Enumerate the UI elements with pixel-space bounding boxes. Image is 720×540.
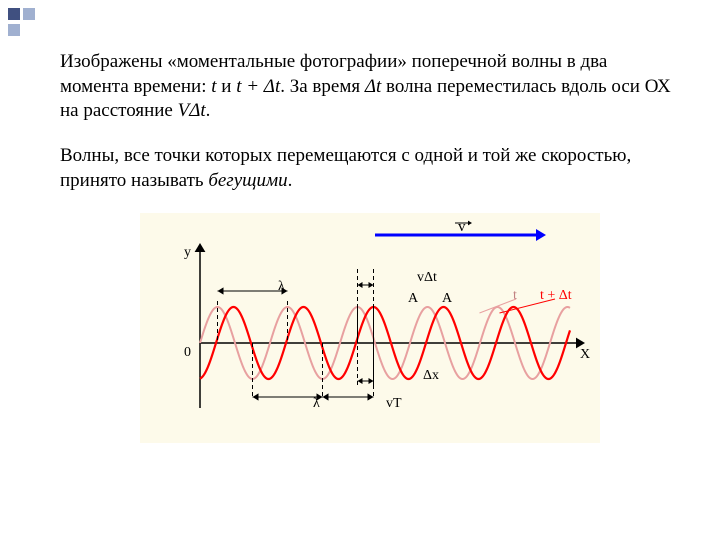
p2-running: бегущими: [208, 170, 287, 191]
label-vT-bottom: vT: [386, 396, 402, 412]
label-t: t: [513, 288, 517, 304]
label-origin: 0: [184, 345, 191, 361]
label-y: y: [184, 245, 191, 261]
p2-text-c: .: [288, 170, 293, 191]
label-v-arrow: v: [458, 219, 466, 236]
p1-vdt: VΔt: [178, 100, 206, 121]
p2-text-a: Волны, все точки которых перемещаются с …: [60, 145, 631, 191]
label-lambda-bottom: λ: [313, 396, 320, 412]
label-lambda-top: λ: [278, 279, 285, 295]
p1-dt: Δt: [365, 76, 381, 97]
block-3: [8, 24, 20, 36]
corner-decoration: [8, 8, 35, 20]
block-1: [8, 8, 20, 20]
wave-svg: [140, 213, 600, 443]
label-A1: A: [408, 291, 418, 307]
diagram-container: y X 0 v λ λ vΔt vT A A Δx t t + Δt: [60, 213, 680, 443]
p1-text-e: .: [206, 100, 211, 121]
paragraph-1: Изображены «моментальные фотографии» поп…: [60, 50, 680, 124]
label-tdt: t + Δt: [540, 288, 572, 304]
p1-text-b: и: [217, 76, 237, 97]
block-2: [23, 8, 35, 20]
label-x: X: [580, 347, 590, 363]
content-area: Изображены «моментальные фотографии» поп…: [60, 50, 680, 443]
wave-diagram: y X 0 v λ λ vΔt vT A A Δx t t + Δt: [140, 213, 600, 443]
corner-decoration-2: [8, 24, 20, 36]
label-vdt-top: vΔt: [417, 270, 437, 286]
paragraph-2: Волны, все точки которых перемещаются с …: [60, 144, 680, 193]
p1-text-c: . За время: [280, 76, 365, 97]
label-dx: Δx: [423, 368, 439, 384]
label-A2: A: [442, 291, 452, 307]
p1-tdt: t + Δt: [236, 76, 280, 97]
